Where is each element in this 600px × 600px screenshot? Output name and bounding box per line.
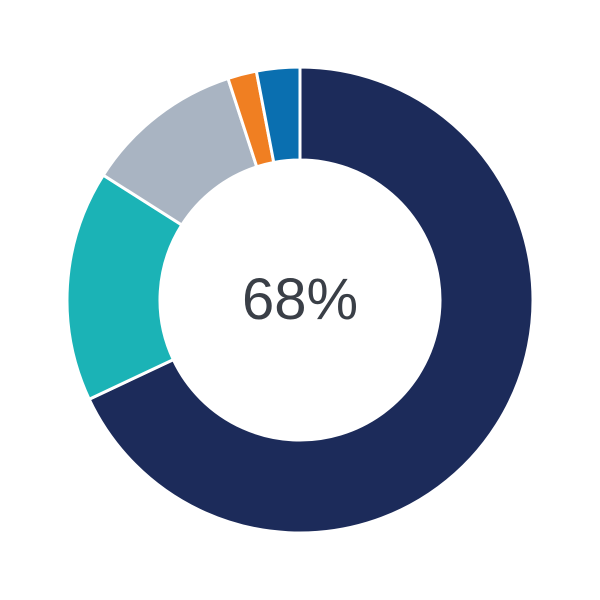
center-percentage-label: 68% bbox=[241, 267, 359, 332]
donut-slice-1 bbox=[87, 65, 535, 535]
donut-slice-5 bbox=[254, 65, 302, 165]
